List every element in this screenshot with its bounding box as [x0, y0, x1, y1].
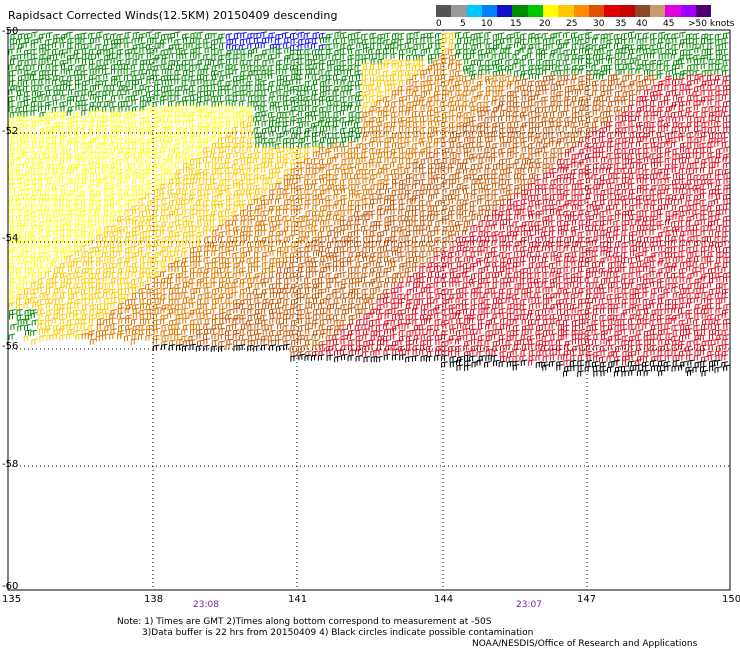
legend-swatch — [466, 5, 482, 17]
footnote-line: Note: 1) Times are GMT 2)Times along bot… — [117, 617, 492, 627]
time-label: 23:08 — [193, 600, 219, 610]
legend-swatch — [588, 5, 605, 17]
longitude-label: 144 — [434, 594, 454, 605]
legend-swatch — [696, 5, 712, 17]
legend-swatch — [436, 5, 452, 17]
legend-label: 30 — [593, 19, 605, 29]
footnote-line: NOAA/NESDIS/Office of Research and Appli… — [472, 639, 698, 649]
legend-swatches — [436, 5, 712, 17]
latitude-label: -50 — [2, 26, 19, 37]
legend-swatch — [619, 5, 635, 17]
legend-label: 45 — [663, 19, 675, 29]
latitude-label: -54 — [2, 233, 19, 244]
latitude-label: -60 — [2, 581, 19, 592]
legend-label: 40 — [636, 19, 648, 29]
legend-labels: 0 5 10 15 20 25 30 35 40 45 >50 knots — [436, 19, 735, 31]
longitude-label: 147 — [577, 594, 597, 605]
plot-frame — [7, 29, 731, 591]
legend-label: 15 — [510, 19, 522, 29]
legend-swatch — [558, 5, 574, 17]
longitude-label: 138 — [144, 594, 164, 605]
legend-swatch — [680, 5, 697, 17]
legend-swatch — [604, 5, 620, 17]
legend-swatch — [573, 5, 589, 17]
latitude-label: -58 — [2, 459, 19, 470]
longitude-label: 135 — [2, 594, 22, 605]
longitude-label: 141 — [288, 594, 308, 605]
legend-swatch — [497, 5, 513, 17]
legend-label: 35 — [615, 19, 627, 29]
graticule-grid — [8, 30, 730, 590]
legend-swatch — [650, 5, 666, 17]
longitude-label: 150 — [722, 594, 740, 605]
time-label: 23:07 — [516, 600, 542, 610]
legend-swatch — [512, 5, 528, 17]
wind-barbs-layer — [8, 31, 731, 377]
legend-label: 20 — [539, 19, 551, 29]
legend-swatch — [634, 5, 651, 17]
legend-swatch — [527, 5, 544, 17]
legend-swatch — [665, 5, 681, 17]
legend-swatch — [543, 5, 559, 17]
latitude-label: -52 — [2, 126, 19, 137]
legend-label: 5 — [460, 19, 466, 29]
legend-swatch — [451, 5, 467, 17]
latitude-label: -56 — [2, 341, 19, 352]
footnote-line: 3)Data buffer is 22 hrs from 20150409 4)… — [142, 628, 534, 638]
legend-label: 25 — [566, 19, 578, 29]
legend-swatch — [481, 5, 498, 17]
legend-label: 10 — [481, 19, 493, 29]
legend-label: >50 knots — [688, 19, 735, 29]
legend-label: 0 — [436, 19, 442, 29]
wind-speed-legend: 0 5 10 15 20 25 30 35 40 45 >50 knots — [436, 5, 735, 31]
map-title: Rapidsact Corrected Winds(12.5KM) 201504… — [8, 9, 338, 22]
